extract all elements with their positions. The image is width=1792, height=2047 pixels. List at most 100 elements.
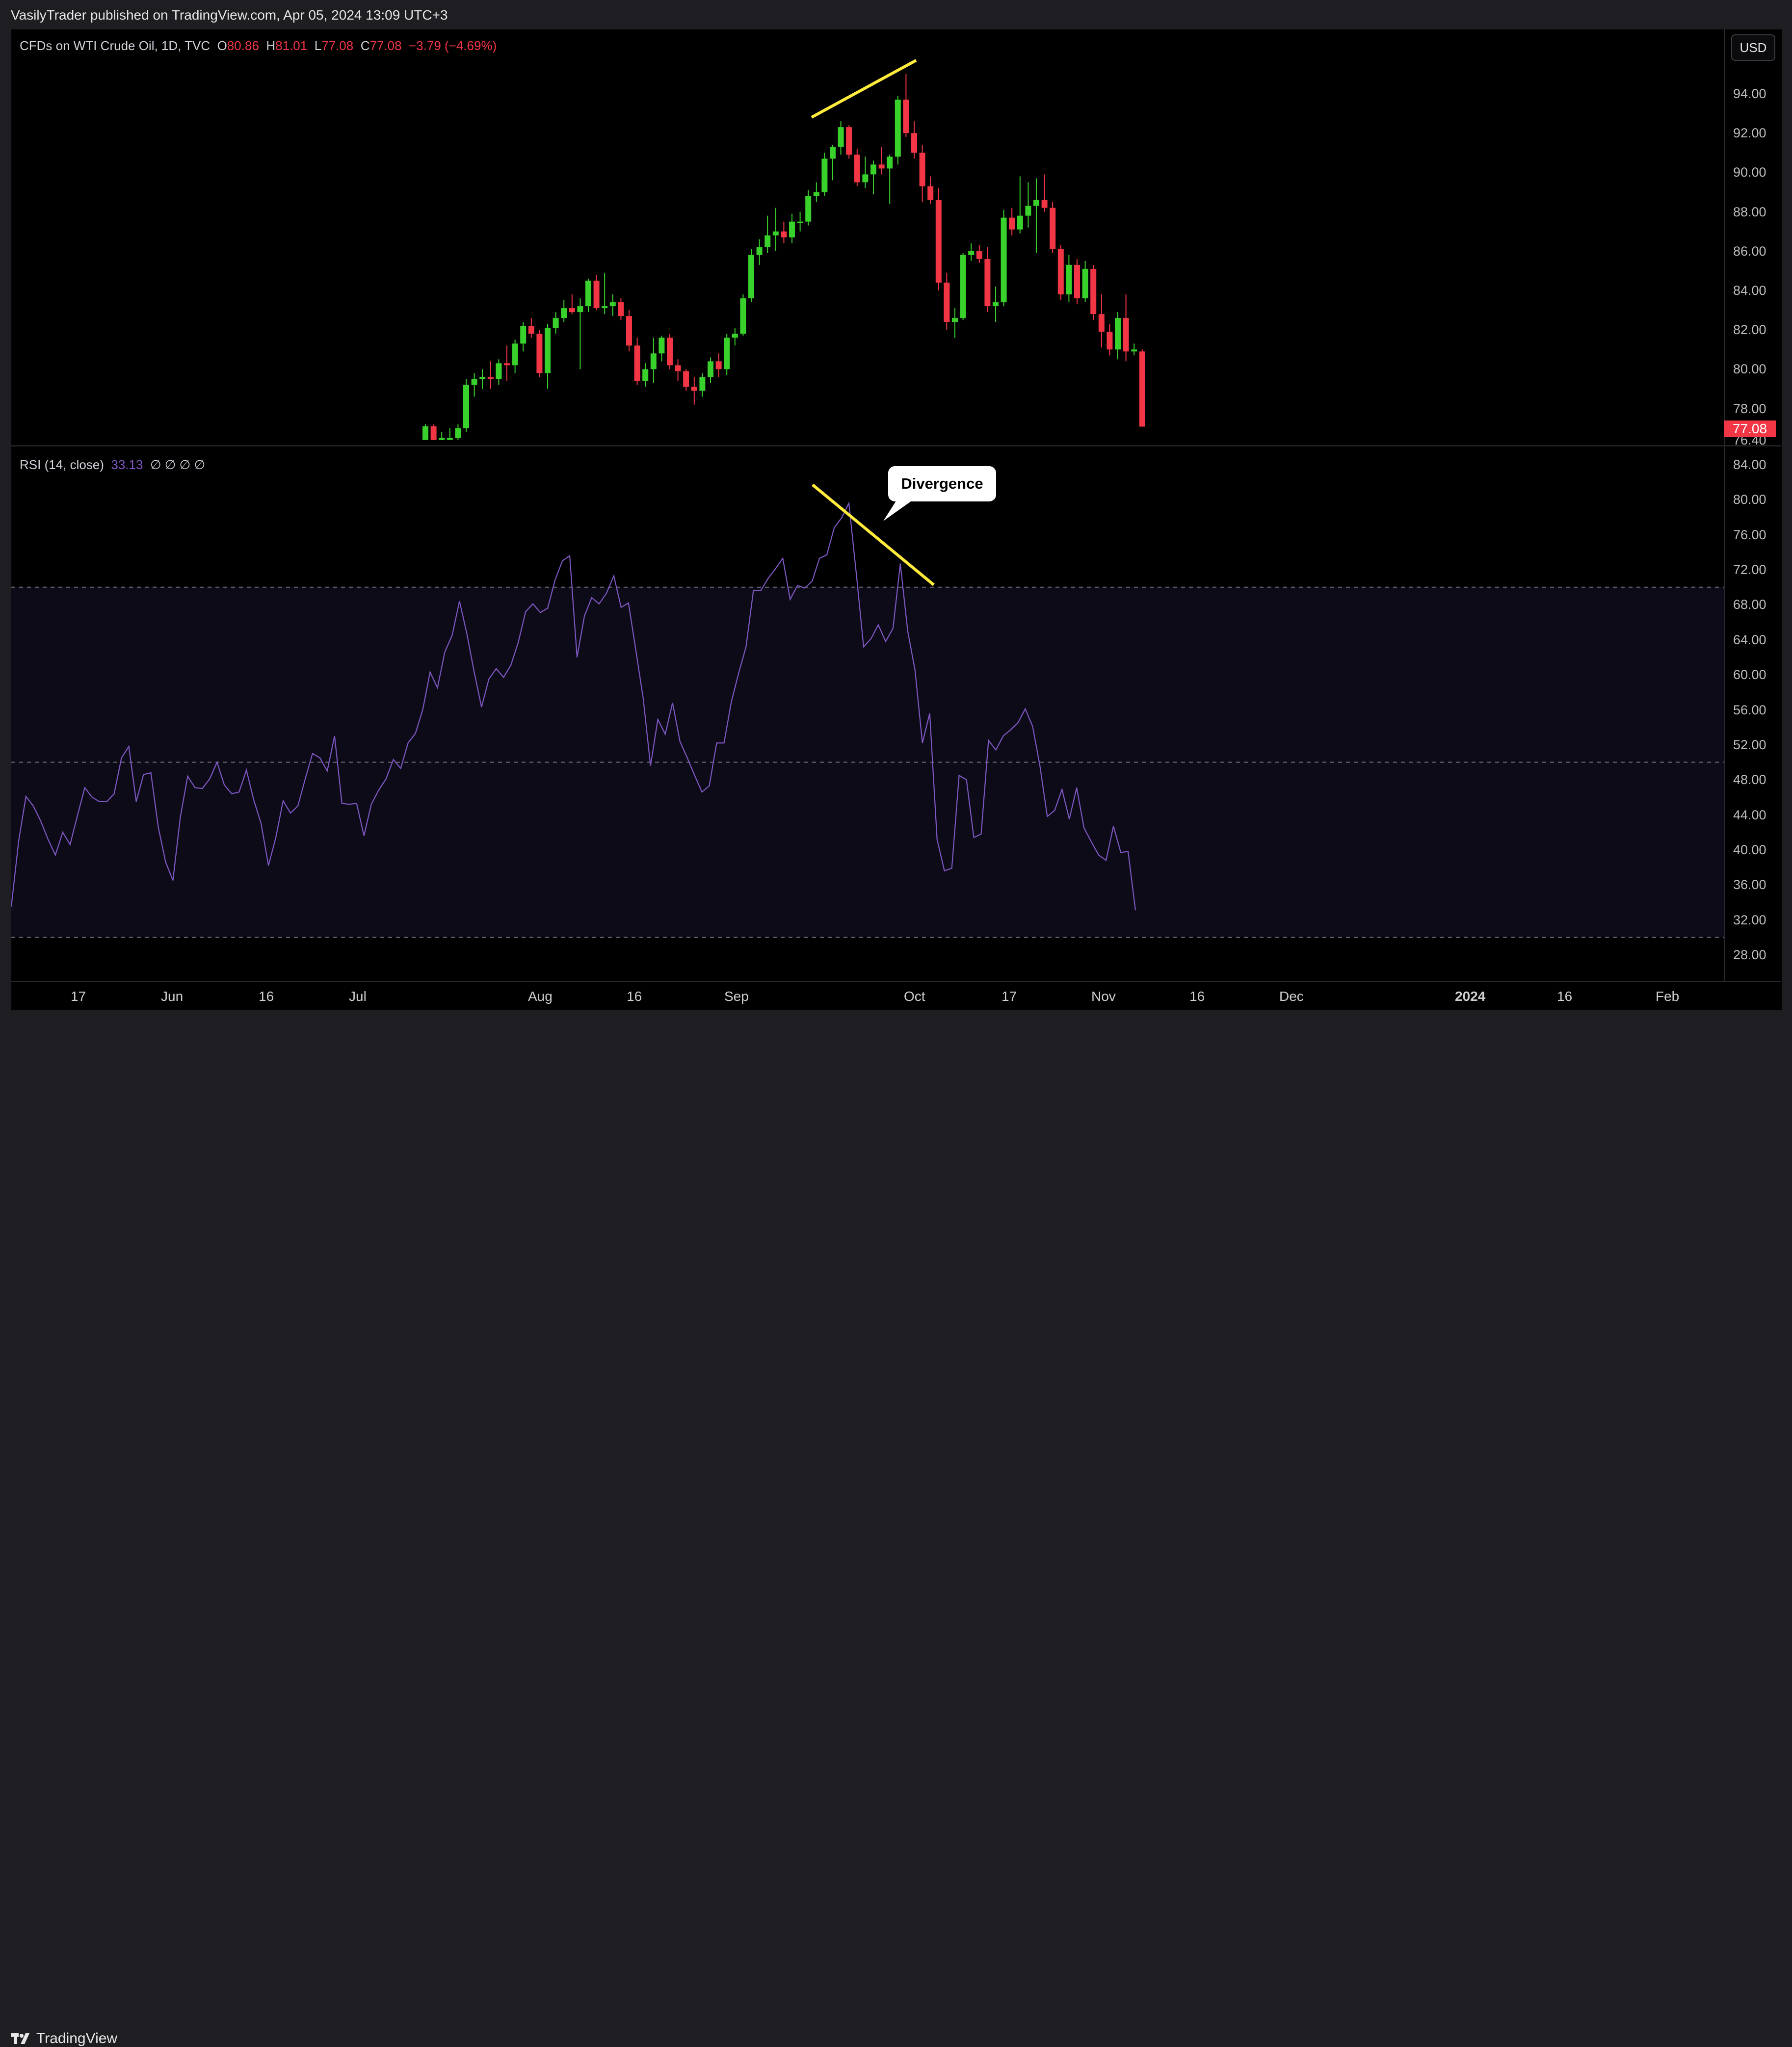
tradingview-brand[interactable]: TradingView bbox=[11, 2030, 117, 2047]
high-label: H bbox=[266, 38, 276, 53]
price-axis-label: 84.00 bbox=[1733, 283, 1766, 298]
candle-body bbox=[708, 361, 713, 377]
candle-body bbox=[1074, 264, 1080, 299]
rsi-axis-label: 36.00 bbox=[1733, 877, 1766, 892]
candle-body bbox=[756, 247, 763, 255]
rsi-label: RSI (14, close) bbox=[20, 457, 104, 472]
candle-body bbox=[1139, 351, 1145, 427]
candle-body bbox=[422, 426, 428, 440]
rsi-legend[interactable]: RSI (14, close) 33.13 ∅ ∅ ∅ ∅ bbox=[20, 457, 205, 472]
candle-body bbox=[553, 318, 559, 328]
candle-body bbox=[675, 365, 681, 371]
time-axis-label: 16 bbox=[1189, 989, 1205, 1004]
candle-body bbox=[895, 100, 901, 157]
candle-body bbox=[838, 127, 844, 147]
candle-body bbox=[585, 280, 591, 307]
candle-body bbox=[577, 306, 583, 313]
candle-body bbox=[496, 363, 502, 379]
candle-body bbox=[1057, 249, 1064, 295]
candle-body bbox=[976, 251, 982, 259]
time-axis-label: Dec bbox=[1279, 989, 1304, 1004]
candle-body bbox=[642, 369, 649, 381]
time-axis-label: Nov bbox=[1091, 989, 1116, 1004]
time-axis-label: 2024 bbox=[1455, 989, 1486, 1004]
rsi-value: 33.13 bbox=[111, 457, 143, 472]
candle-body bbox=[1025, 206, 1031, 216]
candle-body bbox=[593, 280, 600, 309]
candle-body bbox=[602, 306, 608, 309]
candle-body bbox=[471, 379, 477, 385]
candle-body bbox=[919, 153, 925, 186]
candle-body bbox=[830, 147, 836, 159]
open-label: O bbox=[217, 38, 227, 53]
candle-body bbox=[772, 231, 779, 236]
publish-header: VasilyTrader published on TradingView.co… bbox=[0, 0, 1792, 29]
close-value: 77.08 bbox=[369, 38, 402, 53]
change-value: −3.79 (−4.69%) bbox=[409, 38, 497, 53]
rsi-axis-label: 48.00 bbox=[1733, 772, 1766, 787]
candle-body bbox=[1090, 268, 1097, 315]
candle-body bbox=[683, 371, 689, 387]
candle-body bbox=[618, 302, 624, 316]
candle-body bbox=[528, 326, 534, 334]
candle-body bbox=[699, 377, 706, 391]
time-axis-label: 16 bbox=[627, 989, 642, 1004]
time-axis[interactable] bbox=[11, 981, 1781, 1011]
time-axis-label: 17 bbox=[71, 989, 86, 1004]
rsi-axis-label: 52.00 bbox=[1733, 737, 1766, 752]
rsi-axis-label: 80.00 bbox=[1733, 492, 1766, 507]
last-price-badge: 77.08 bbox=[1724, 420, 1776, 437]
price-axis-label: 94.00 bbox=[1733, 86, 1766, 101]
candle-body bbox=[1033, 200, 1039, 206]
candle-body bbox=[1123, 318, 1129, 352]
rsi-axis-label: 44.00 bbox=[1733, 807, 1766, 822]
candle-body bbox=[545, 328, 551, 373]
candle-body bbox=[1115, 318, 1121, 350]
candle-body bbox=[691, 387, 697, 391]
candle-body bbox=[732, 334, 738, 338]
candle-body bbox=[659, 338, 665, 354]
price-axis-label: 78.00 bbox=[1733, 401, 1766, 416]
candle-body bbox=[927, 186, 934, 200]
time-axis-label: Sep bbox=[724, 989, 749, 1004]
candle-body bbox=[1082, 268, 1088, 299]
price-axis-label: 82.00 bbox=[1733, 322, 1766, 338]
candle-body bbox=[960, 255, 966, 318]
time-axis-label: 16 bbox=[1557, 989, 1573, 1004]
candle-body bbox=[993, 302, 999, 307]
candle-body bbox=[944, 282, 950, 322]
currency-button[interactable]: USD bbox=[1731, 34, 1775, 61]
candle-body bbox=[821, 158, 828, 192]
price-axis-label: 88.00 bbox=[1733, 204, 1766, 219]
candle-body bbox=[1107, 332, 1113, 350]
rsi-axis-label: 56.00 bbox=[1733, 702, 1766, 717]
candle-body bbox=[797, 221, 803, 223]
candle-body bbox=[968, 251, 975, 255]
low-value: 77.08 bbox=[321, 38, 354, 53]
chart-svg[interactable] bbox=[11, 29, 1724, 981]
candle-body bbox=[764, 235, 771, 247]
candle-body bbox=[878, 164, 885, 169]
candle-body bbox=[805, 196, 812, 222]
candle-body bbox=[715, 361, 722, 369]
candle-body bbox=[1066, 264, 1072, 295]
symbol-legend[interactable]: CFDs on WTI Crude Oil, 1D, TVC O80.86 H8… bbox=[20, 38, 497, 53]
time-axis-label: 16 bbox=[259, 989, 274, 1004]
candle-body bbox=[634, 345, 640, 381]
candle-body bbox=[862, 174, 869, 183]
rsi-axis-label: 60.00 bbox=[1733, 667, 1766, 682]
price-axis-label: 92.00 bbox=[1733, 126, 1766, 141]
candle-body bbox=[1001, 217, 1007, 303]
candle-body bbox=[903, 100, 909, 133]
candle-body bbox=[813, 192, 819, 196]
time-axis-label: 17 bbox=[1001, 989, 1017, 1004]
rsi-line bbox=[11, 501, 1136, 911]
candle-body bbox=[1131, 349, 1137, 352]
rsi-axis-label: 76.00 bbox=[1733, 527, 1766, 542]
price-axis[interactable] bbox=[1724, 29, 1782, 1010]
candle-body bbox=[455, 428, 461, 438]
high-value: 81.01 bbox=[275, 38, 308, 53]
pane-separator[interactable] bbox=[11, 445, 1781, 446]
candle-body bbox=[447, 438, 453, 440]
candle-body bbox=[512, 343, 518, 366]
